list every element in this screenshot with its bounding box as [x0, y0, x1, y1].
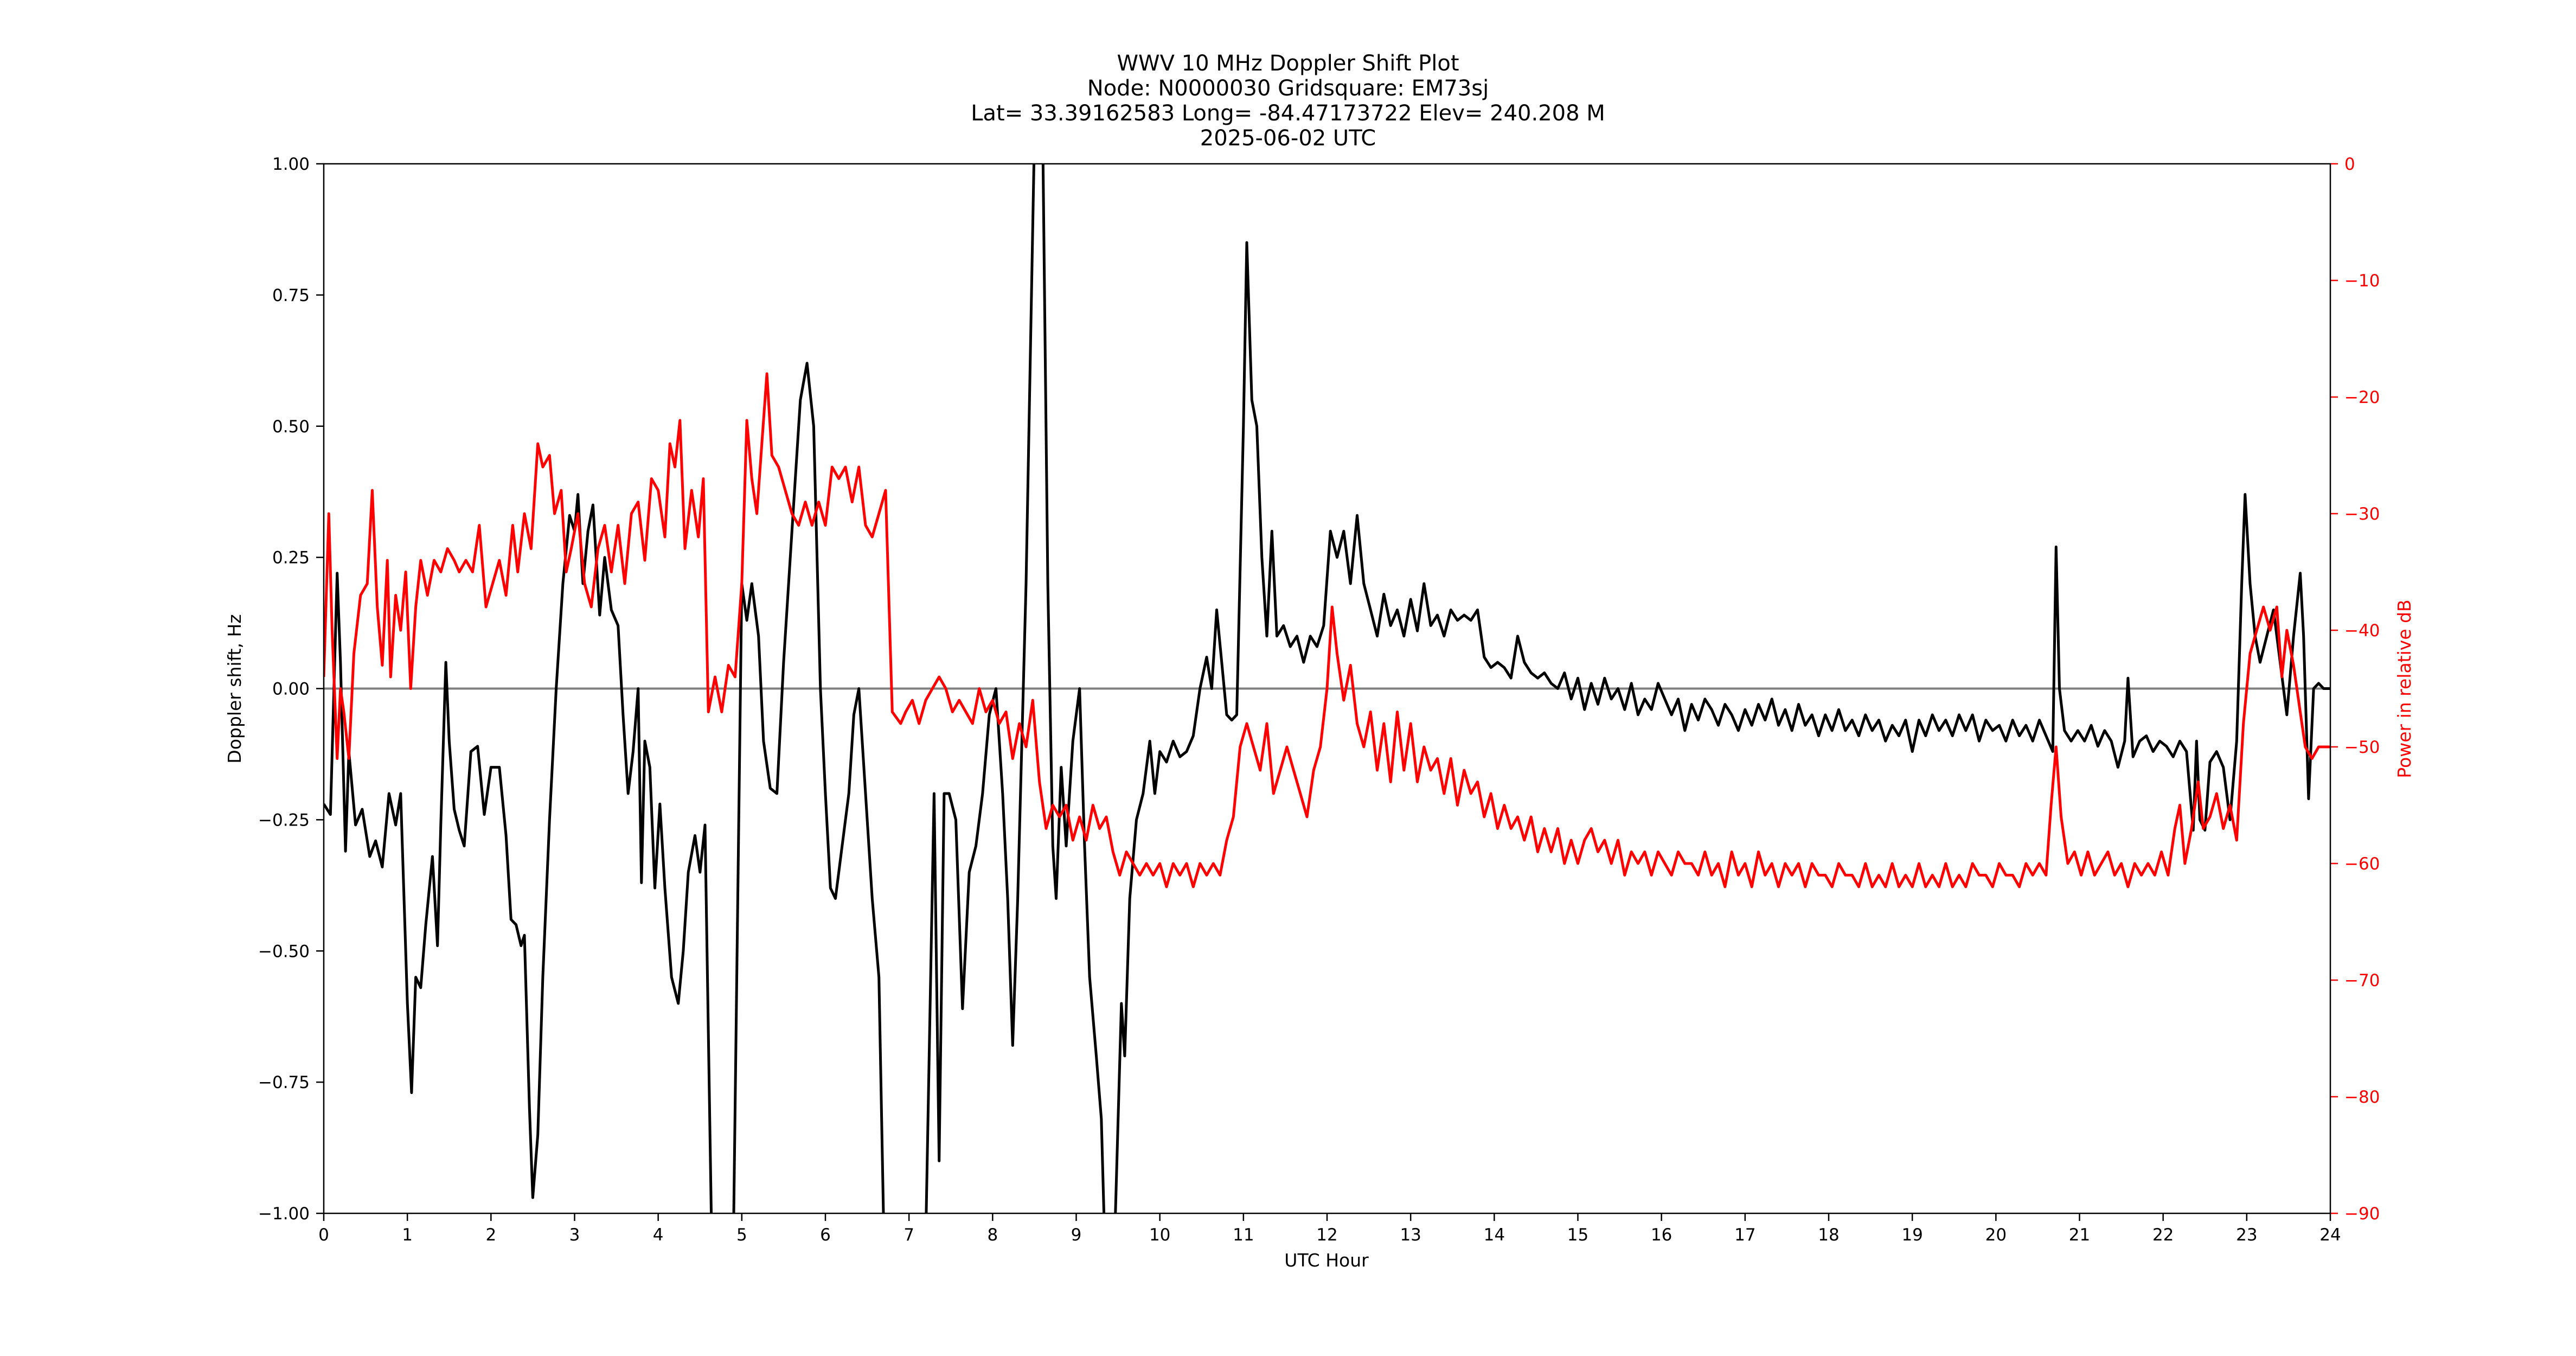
title-line-3: Lat= 33.39162583 Long= -84.47173722 Elev… — [971, 101, 1605, 126]
x-tick-label: 21 — [2069, 1225, 2090, 1245]
x-tick-label: 15 — [1567, 1225, 1588, 1245]
x-tick-label: 20 — [1985, 1225, 2007, 1245]
x-tick-label: 1 — [402, 1225, 413, 1245]
x-axis-ticks: 0 1 2 3 4 5 6 7 8 9 10 11 12 13 14 15 16 17 18 19 20 21 22 23 24 — [318, 1213, 2341, 1245]
x-tick-label: 5 — [736, 1225, 747, 1245]
y-right-tick-label: −40 — [2344, 621, 2380, 641]
chart-title: WWV 10 MHz Doppler Shift Plot Node: N000… — [971, 51, 1605, 151]
y-left-tick-label: −0.50 — [258, 942, 310, 961]
power-series-line — [324, 372, 2330, 888]
y-axis-left-ticks: −1.00 −0.75 −0.50 −0.25 0.00 0.25 0.50 0.75 1.00 — [258, 155, 324, 1224]
x-tick-label: 3 — [569, 1225, 580, 1245]
y-right-tick-label: −20 — [2344, 388, 2380, 407]
y-left-tick-label: 0.50 — [272, 417, 310, 437]
y-right-tick-label: −60 — [2344, 854, 2380, 874]
y-left-tick-label: 0.25 — [272, 548, 310, 568]
y-left-tick-label: −0.25 — [258, 810, 310, 830]
x-tick-label: 6 — [820, 1225, 831, 1245]
plot-frame — [323, 163, 2331, 1214]
y-left-tick-label: 1.00 — [272, 155, 310, 174]
x-tick-label: 8 — [987, 1225, 998, 1245]
y-axis-right-label: Power in relative dB — [2394, 599, 2415, 778]
title-line-2: Node: N0000030 Gridsquare: EM73sj — [1087, 76, 1489, 101]
x-tick-label: 9 — [1071, 1225, 1082, 1245]
x-tick-label: 0 — [318, 1225, 329, 1245]
x-tick-label: 4 — [653, 1225, 664, 1245]
title-line-4: 2025-06-02 UTC — [1200, 126, 1376, 151]
y-axis-right-ticks: −90 −80 −70 −60 −50 −40 −30 −20 −10 0 — [2330, 155, 2380, 1224]
title-line-1: WWV 10 MHz Doppler Shift Plot — [1117, 51, 1459, 76]
y-left-tick-label: −0.75 — [258, 1073, 310, 1092]
y-right-tick-label: −70 — [2344, 971, 2380, 990]
y-left-tick-label: 0.00 — [272, 680, 310, 699]
x-tick-label: 17 — [1734, 1225, 1755, 1245]
x-tick-label: 18 — [1818, 1225, 1839, 1245]
x-tick-label: 14 — [1484, 1225, 1505, 1245]
x-tick-label: 22 — [2152, 1225, 2174, 1245]
y-right-tick-label: −90 — [2344, 1204, 2380, 1224]
x-tick-label: 7 — [903, 1225, 914, 1245]
plot-area — [324, 164, 2330, 1213]
x-tick-label: 16 — [1651, 1225, 1672, 1245]
y-right-tick-label: −30 — [2344, 504, 2380, 524]
x-tick-label: 13 — [1400, 1225, 1421, 1245]
x-tick-label: 10 — [1149, 1225, 1170, 1245]
x-tick-label: 23 — [2236, 1225, 2257, 1245]
x-tick-label: 12 — [1316, 1225, 1337, 1245]
y-right-tick-label: 0 — [2344, 155, 2355, 174]
y-right-tick-label: −10 — [2344, 271, 2380, 291]
x-tick-label: 11 — [1233, 1225, 1254, 1245]
y-right-tick-label: −50 — [2344, 738, 2380, 757]
y-left-tick-label: 0.75 — [272, 286, 310, 305]
y-axis-left-label: Doppler shift, Hz — [224, 614, 245, 763]
x-tick-label: 2 — [485, 1225, 496, 1245]
x-axis-label: UTC Hour — [1284, 1250, 1369, 1271]
doppler-series-line — [324, 164, 2330, 1213]
x-tick-label: 19 — [1901, 1225, 1923, 1245]
y-left-tick-label: −1.00 — [258, 1204, 310, 1224]
x-tick-label: 24 — [2319, 1225, 2341, 1245]
y-right-tick-label: −80 — [2344, 1088, 2380, 1107]
